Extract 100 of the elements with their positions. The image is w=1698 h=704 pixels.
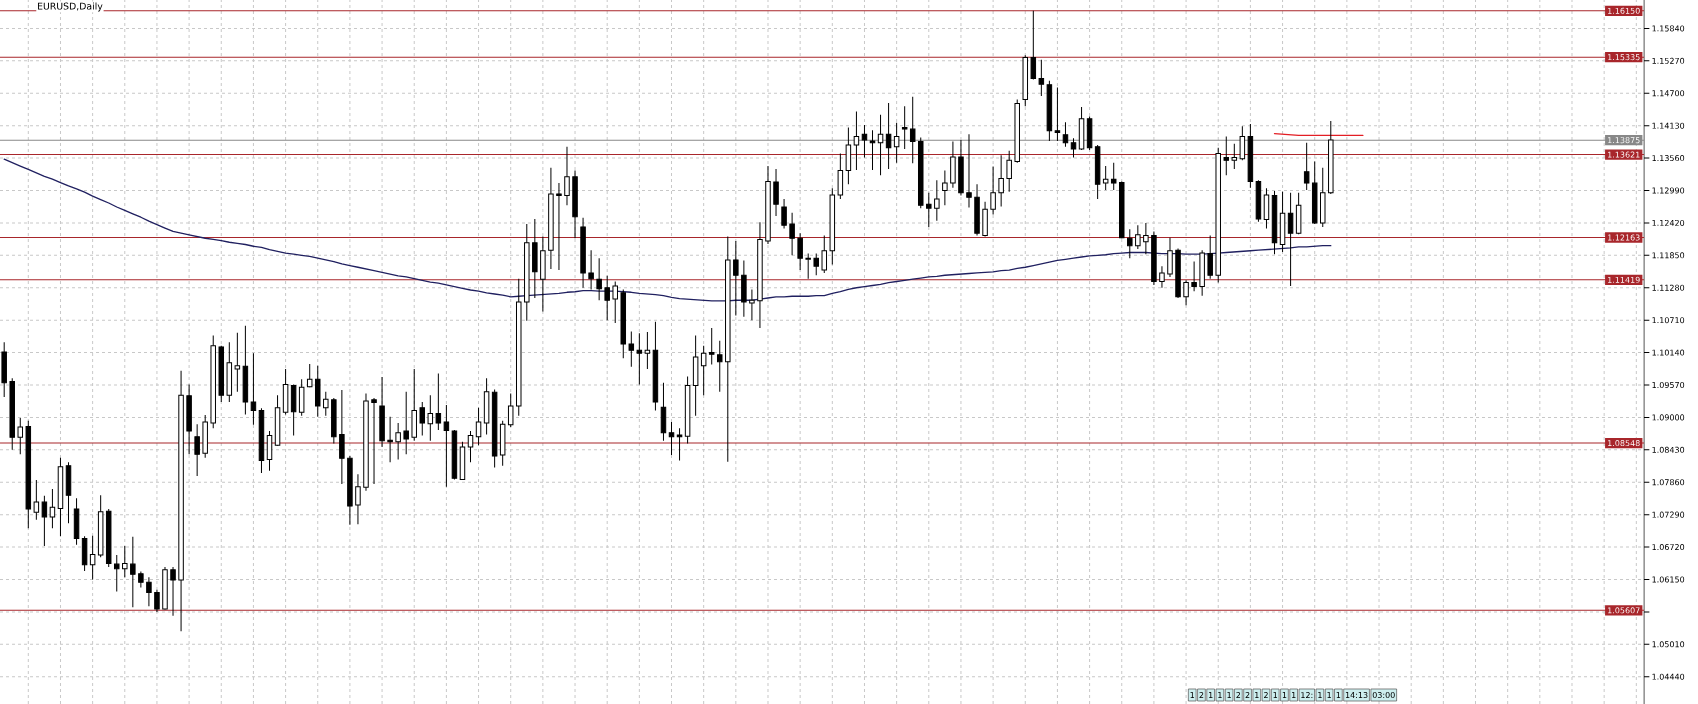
candlestick <box>427 394 434 442</box>
candlestick <box>1303 142 1310 191</box>
annotation: 2 <box>1245 692 1250 698</box>
candlestick <box>419 401 426 437</box>
candlestick <box>708 327 715 366</box>
candlestick <box>1135 224 1141 250</box>
candlestick <box>749 288 755 321</box>
candlestick <box>556 182 562 271</box>
candlestick <box>644 331 651 370</box>
candlestick <box>901 105 908 150</box>
y-tick-label: 1.04440 <box>1652 673 1685 680</box>
y-tick-label: 1.14130 <box>1652 122 1685 129</box>
candlestick <box>1167 237 1173 278</box>
candlestick <box>853 110 860 171</box>
annotation: 1 <box>1190 692 1195 698</box>
candlestick <box>668 421 675 456</box>
candlestick <box>41 495 48 547</box>
candlestick <box>998 154 1004 207</box>
annotation: 1 <box>1327 692 1331 698</box>
candlestick <box>700 345 707 396</box>
candlestick <box>475 407 482 446</box>
candlestick <box>1030 10 1037 81</box>
candlestick <box>146 576 152 607</box>
candlestick <box>564 146 570 206</box>
annotation: 1 <box>1292 692 1296 698</box>
candlestick <box>371 397 377 485</box>
y-tick-label: 1.09000 <box>1652 414 1685 421</box>
candlestick <box>443 404 450 488</box>
y-tick-label: 1.11280 <box>1652 284 1685 291</box>
candlestick <box>733 240 739 317</box>
ref-line-label: 1.12163 <box>1608 234 1640 241</box>
candlestick <box>1231 143 1238 170</box>
candlestick <box>942 170 948 206</box>
candlestick <box>17 417 24 455</box>
candlestick <box>1239 125 1246 161</box>
candlestick <box>717 340 723 393</box>
ref-line-label: 1.13875 <box>1608 137 1640 144</box>
candlestick <box>1159 265 1165 289</box>
candlestick <box>805 253 811 280</box>
candlestick <box>339 389 345 485</box>
candlestick <box>250 352 257 426</box>
candlestick <box>1070 137 1077 159</box>
candlestick <box>990 166 996 215</box>
ref-line-label: 1.13621 <box>1608 151 1640 158</box>
y-tick-label: 1.06150 <box>1652 576 1685 583</box>
candlestick <box>1223 135 1230 176</box>
chart-title: EURUSD,Daily <box>37 2 103 12</box>
candlestick <box>49 488 56 529</box>
candlestick <box>821 234 828 274</box>
y-tick-label: 1.12990 <box>1652 187 1685 194</box>
annotation: 1 <box>1273 692 1278 698</box>
candlestick <box>813 253 819 276</box>
candlestick <box>266 430 273 472</box>
candlestick <box>122 545 128 578</box>
ref-line-label: 1.05607 <box>1608 607 1640 614</box>
candlestick <box>588 249 594 290</box>
annotation: 1 <box>1227 692 1231 698</box>
candlestick <box>130 536 136 608</box>
candlestick <box>154 589 160 613</box>
y-tick-label: 1.06720 <box>1652 544 1685 551</box>
candlestick <box>387 416 393 463</box>
candlestick <box>926 192 932 228</box>
candlestick <box>1006 150 1012 193</box>
y-tick-label: 1.11850 <box>1652 252 1685 259</box>
candlestick <box>395 422 401 460</box>
annotation: 2 <box>1264 692 1268 698</box>
y-tick-label: 1.07860 <box>1652 479 1685 486</box>
y-tick-label: 1.10140 <box>1652 349 1685 356</box>
candlestick <box>934 179 940 222</box>
candlestick <box>869 129 876 171</box>
candlestick <box>1062 121 1069 148</box>
y-tick-label: 1.10710 <box>1652 317 1685 324</box>
y-tick-label: 1.12420 <box>1652 219 1685 226</box>
candlestick <box>612 280 618 324</box>
y-tick-label: 1.08430 <box>1652 446 1685 453</box>
candlestick <box>403 391 409 455</box>
annotation: 12: <box>1301 692 1313 698</box>
candlestick <box>1143 222 1149 255</box>
candlestick <box>773 168 779 217</box>
candlestick <box>789 212 795 256</box>
candlestick <box>1102 165 1109 191</box>
candlestick <box>1287 192 1294 287</box>
candlestick <box>1054 87 1061 142</box>
candlestick <box>114 554 120 592</box>
annotation: 1 <box>1282 692 1287 698</box>
annotation: 1 <box>1336 692 1341 698</box>
candlestick <box>507 393 514 428</box>
candlestick <box>909 96 916 164</box>
candlestick <box>355 473 361 525</box>
candlestick <box>1038 59 1045 97</box>
candlestick <box>966 133 972 209</box>
annotation: 2 <box>1236 692 1241 698</box>
candlestick <box>435 373 442 431</box>
candlestick <box>33 479 40 521</box>
candlestick <box>1183 279 1189 306</box>
y-tick-label: 1.15270 <box>1652 57 1685 64</box>
annotation: 1 <box>1318 692 1322 698</box>
annotation: 14:13 <box>1345 691 1368 699</box>
candlestick <box>797 232 803 271</box>
candlestick <box>676 427 683 462</box>
